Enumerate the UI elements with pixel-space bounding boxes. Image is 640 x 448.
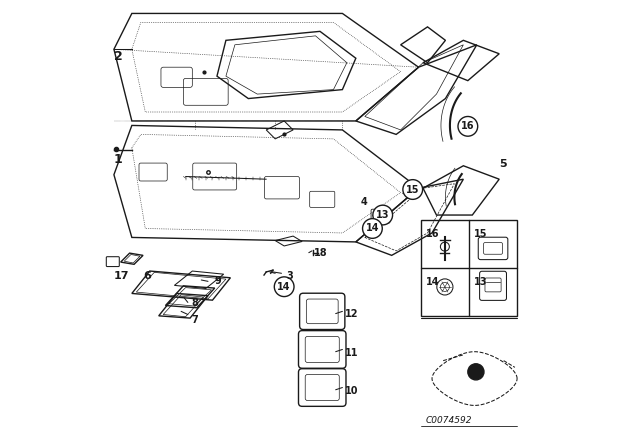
Text: 14: 14	[277, 282, 291, 292]
Text: 6: 6	[143, 271, 151, 280]
Text: 1: 1	[114, 152, 123, 166]
Bar	[421, 220, 517, 316]
Circle shape	[458, 116, 477, 136]
Circle shape	[373, 205, 392, 225]
Text: 4: 4	[360, 197, 367, 207]
Text: 5: 5	[499, 159, 507, 168]
Circle shape	[275, 277, 294, 297]
Text: 14: 14	[365, 224, 379, 233]
Text: 14: 14	[426, 277, 440, 287]
Text: 15: 15	[474, 229, 487, 239]
Text: 12: 12	[345, 310, 358, 319]
Text: C0074592: C0074592	[425, 416, 472, 425]
Text: 8: 8	[191, 298, 198, 308]
Text: 15: 15	[406, 185, 419, 194]
Text: 13: 13	[376, 210, 390, 220]
Text: 11: 11	[345, 348, 358, 358]
Text: 7: 7	[191, 315, 198, 325]
Circle shape	[403, 180, 422, 199]
Circle shape	[362, 219, 382, 238]
Text: 3: 3	[287, 271, 293, 280]
Text: 17: 17	[114, 271, 129, 280]
Text: 18: 18	[314, 248, 327, 258]
Text: 10: 10	[345, 386, 358, 396]
Text: 16: 16	[461, 121, 475, 131]
Text: 13: 13	[474, 277, 487, 287]
Circle shape	[468, 364, 484, 380]
Text: 9: 9	[215, 276, 221, 286]
Text: 16: 16	[426, 229, 440, 239]
Text: 2: 2	[114, 49, 123, 63]
